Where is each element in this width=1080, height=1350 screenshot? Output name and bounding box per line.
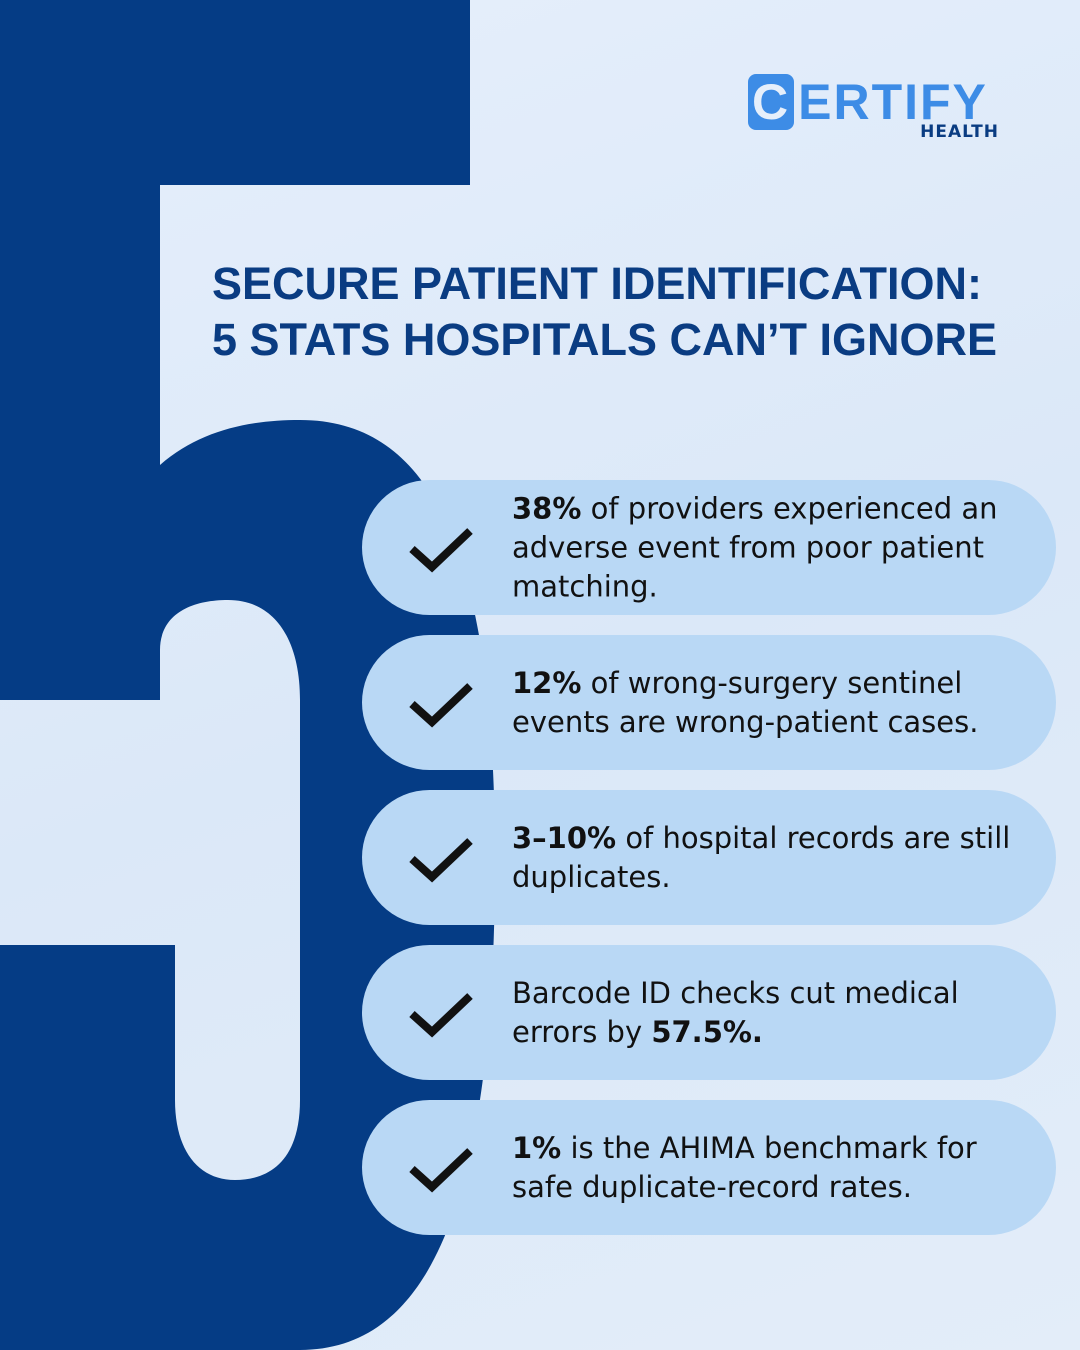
stat-item: 38% of providers experienced an adverse … (362, 480, 1056, 615)
stat-text: 1% is the AHIMA benchmark for safe dupli… (512, 1129, 1016, 1207)
stat-item: 12% of wrong-surgery sentinel events are… (362, 635, 1056, 770)
stat-text: 12% of wrong-surgery sentinel events are… (512, 664, 1016, 742)
stat-copy: of wrong-surgery sentinel events are wro… (512, 665, 979, 739)
stat-highlight: 38% (512, 491, 582, 525)
stat-copy: Barcode ID checks cut medical errors by (512, 975, 959, 1049)
stat-highlight: 12% (512, 665, 582, 700)
title: SECURE PATIENT IDENTIFICATION: 5 STATS H… (212, 256, 997, 368)
title-line: 5 STATS HOSPITALS CAN’T IGNORE (212, 314, 998, 365)
logo-name: CERTIFY (752, 74, 988, 130)
logo-subtitle: HEALTH (920, 122, 999, 142)
stat-highlight: 3–10% (512, 820, 617, 855)
stat-copy: of providers experienced an adverse even… (512, 491, 998, 603)
check-icon (409, 993, 473, 1038)
check-icon (409, 683, 473, 728)
check-icon (409, 1148, 473, 1193)
stat-copy: of hospital records are still duplicates… (512, 820, 1011, 894)
stat-highlight: 57.5%. (651, 1014, 763, 1049)
stat-text: 38% of providers experienced an adverse … (512, 489, 1016, 606)
stat-copy: is the AHIMA benchmark for safe duplicat… (512, 1130, 977, 1204)
check-icon (409, 528, 473, 573)
stat-item: 1% is the AHIMA benchmark for safe dupli… (362, 1100, 1056, 1235)
stat-text: 3–10% of hospital records are still dupl… (512, 819, 1016, 897)
check-icon (409, 838, 473, 883)
stat-item: 3–10% of hospital records are still dupl… (362, 790, 1056, 925)
stat-text: Barcode ID checks cut medical errors by … (512, 974, 1016, 1052)
stat-item: Barcode ID checks cut medical errors by … (362, 945, 1056, 1080)
logo: CERTIFY HEALTH (748, 74, 1013, 142)
title-line: SECURE PATIENT IDENTIFICATION: (212, 258, 982, 309)
stat-highlight: 1% (512, 1130, 562, 1165)
